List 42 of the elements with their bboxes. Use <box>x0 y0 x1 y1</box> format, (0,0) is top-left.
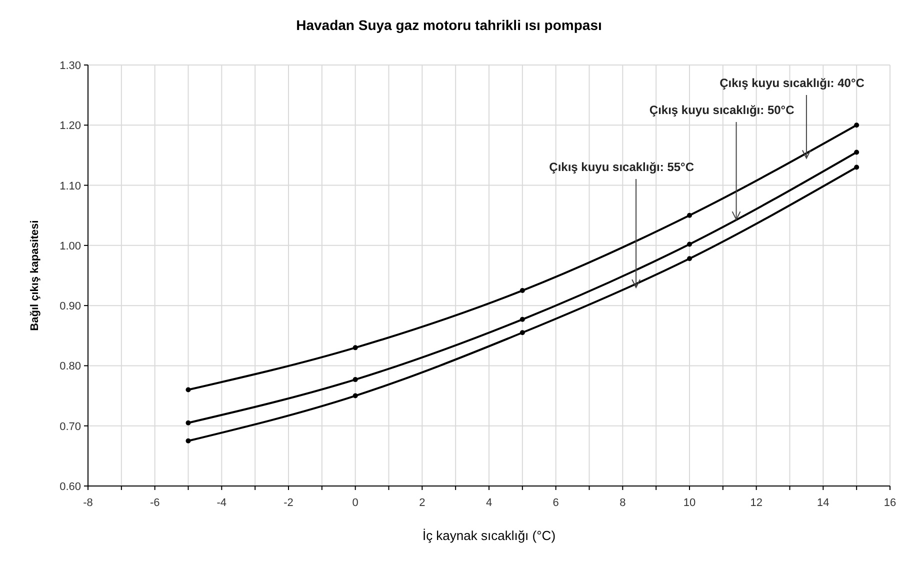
x-tick-label: 14 <box>817 497 830 509</box>
y-tick-label: 0.90 <box>60 300 81 313</box>
point <box>352 345 358 350</box>
point <box>186 420 191 426</box>
point <box>352 377 358 382</box>
point <box>854 164 860 170</box>
x-tick-label: -8 <box>83 497 93 509</box>
annotation: Çıkış kuyu sıcaklığı: 40°C <box>720 76 865 90</box>
x-tick-label: 8 <box>620 497 626 509</box>
x-tick-label: 16 <box>884 497 896 509</box>
x-tick-label: -4 <box>216 497 227 509</box>
y-tick-label: 1.10 <box>60 180 81 192</box>
annotation: Çıkış kuyu sıcaklığı: 50°C <box>649 103 795 117</box>
x-tick-label: 0 <box>352 497 358 509</box>
point <box>854 150 860 155</box>
x-tick-label: 6 <box>552 497 559 509</box>
x-tick-label: -2 <box>284 497 294 509</box>
point <box>854 122 860 128</box>
x-tick-label: 10 <box>683 497 696 509</box>
y-tick-label: 0.70 <box>60 420 81 433</box>
point <box>186 438 191 444</box>
point <box>687 242 692 247</box>
y-axis-title: Bağıl çıkış kapasitesi <box>29 220 41 331</box>
point <box>520 330 525 336</box>
y-tick-label: 1.20 <box>60 120 81 132</box>
x-tick-label: -6 <box>150 497 160 509</box>
y-tick-label: 0.80 <box>60 360 81 373</box>
x-axis-title: İç kaynak sıcaklığı (°C) <box>422 528 556 543</box>
point <box>687 212 692 218</box>
point <box>520 316 525 322</box>
x-tick-label: 12 <box>750 497 762 509</box>
chart-title: Havadan Suya gaz motoru tahrikli ısı pompası <box>296 17 602 33</box>
y-tick-label: 1.00 <box>60 240 81 252</box>
point <box>352 393 358 398</box>
x-tick-label: 4 <box>486 497 492 509</box>
point <box>186 387 191 392</box>
y-tick-label: 0.60 <box>60 481 81 493</box>
annotation: Çıkış kuyu sıcaklığı: 55°C <box>549 160 694 174</box>
x-tick-label: 2 <box>419 497 426 509</box>
point <box>520 288 525 294</box>
y-tick-label: 1.30 <box>60 60 81 72</box>
point <box>687 256 692 262</box>
